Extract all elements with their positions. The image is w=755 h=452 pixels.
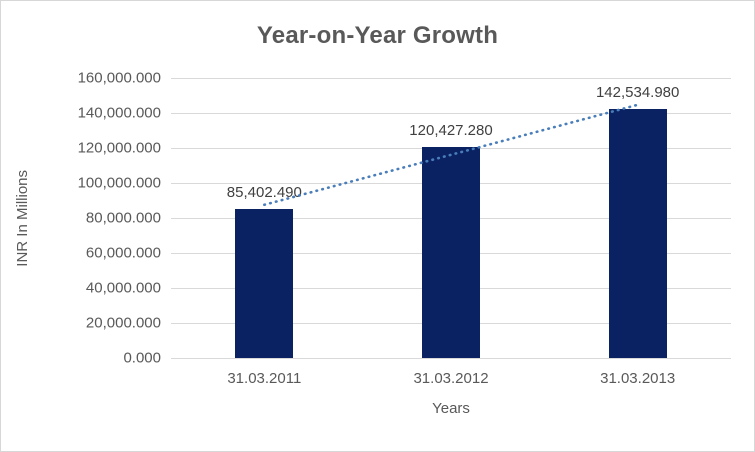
gridline bbox=[171, 357, 731, 359]
y-tick-label: 140,000.000 bbox=[77, 104, 161, 122]
y-tick-label: 160,000.000 bbox=[77, 69, 161, 87]
y-axis-title: INR In Millions bbox=[11, 78, 33, 358]
x-tick-label: 31.03.2012 bbox=[413, 370, 489, 387]
bar-value-label: 142,534.980 bbox=[595, 83, 680, 101]
x-axis-title: Years bbox=[432, 400, 470, 417]
x-tick-label: 31.03.2011 bbox=[227, 370, 302, 387]
gridline bbox=[171, 77, 731, 79]
chart-title: Year-on-Year Growth bbox=[256, 22, 499, 49]
y-tick-label: 0.000 bbox=[123, 349, 161, 367]
bar bbox=[608, 108, 667, 358]
bar bbox=[422, 147, 480, 358]
bar-value-label: 120,427.280 bbox=[409, 122, 493, 140]
bar bbox=[235, 208, 294, 358]
y-tick-label: 80,000.000 bbox=[85, 209, 161, 227]
y-tick-label: 60,000.000 bbox=[85, 244, 161, 262]
y-tick-label: 120,000.000 bbox=[77, 139, 161, 157]
y-tick-label: 100,000.000 bbox=[77, 174, 161, 192]
y-axis-title-text: INR In Millions bbox=[13, 169, 31, 267]
y-tick-label: 20,000.000 bbox=[85, 314, 161, 332]
y-tick-label: 40,000.000 bbox=[85, 279, 161, 297]
bar-value-label: 85,402.490 bbox=[226, 183, 302, 201]
x-tick-label: 31.03.2013 bbox=[600, 370, 676, 387]
plot-area: 0.000 20,000.000 40,000.000 60,000.000 80,00… bbox=[78, 70, 731, 387]
